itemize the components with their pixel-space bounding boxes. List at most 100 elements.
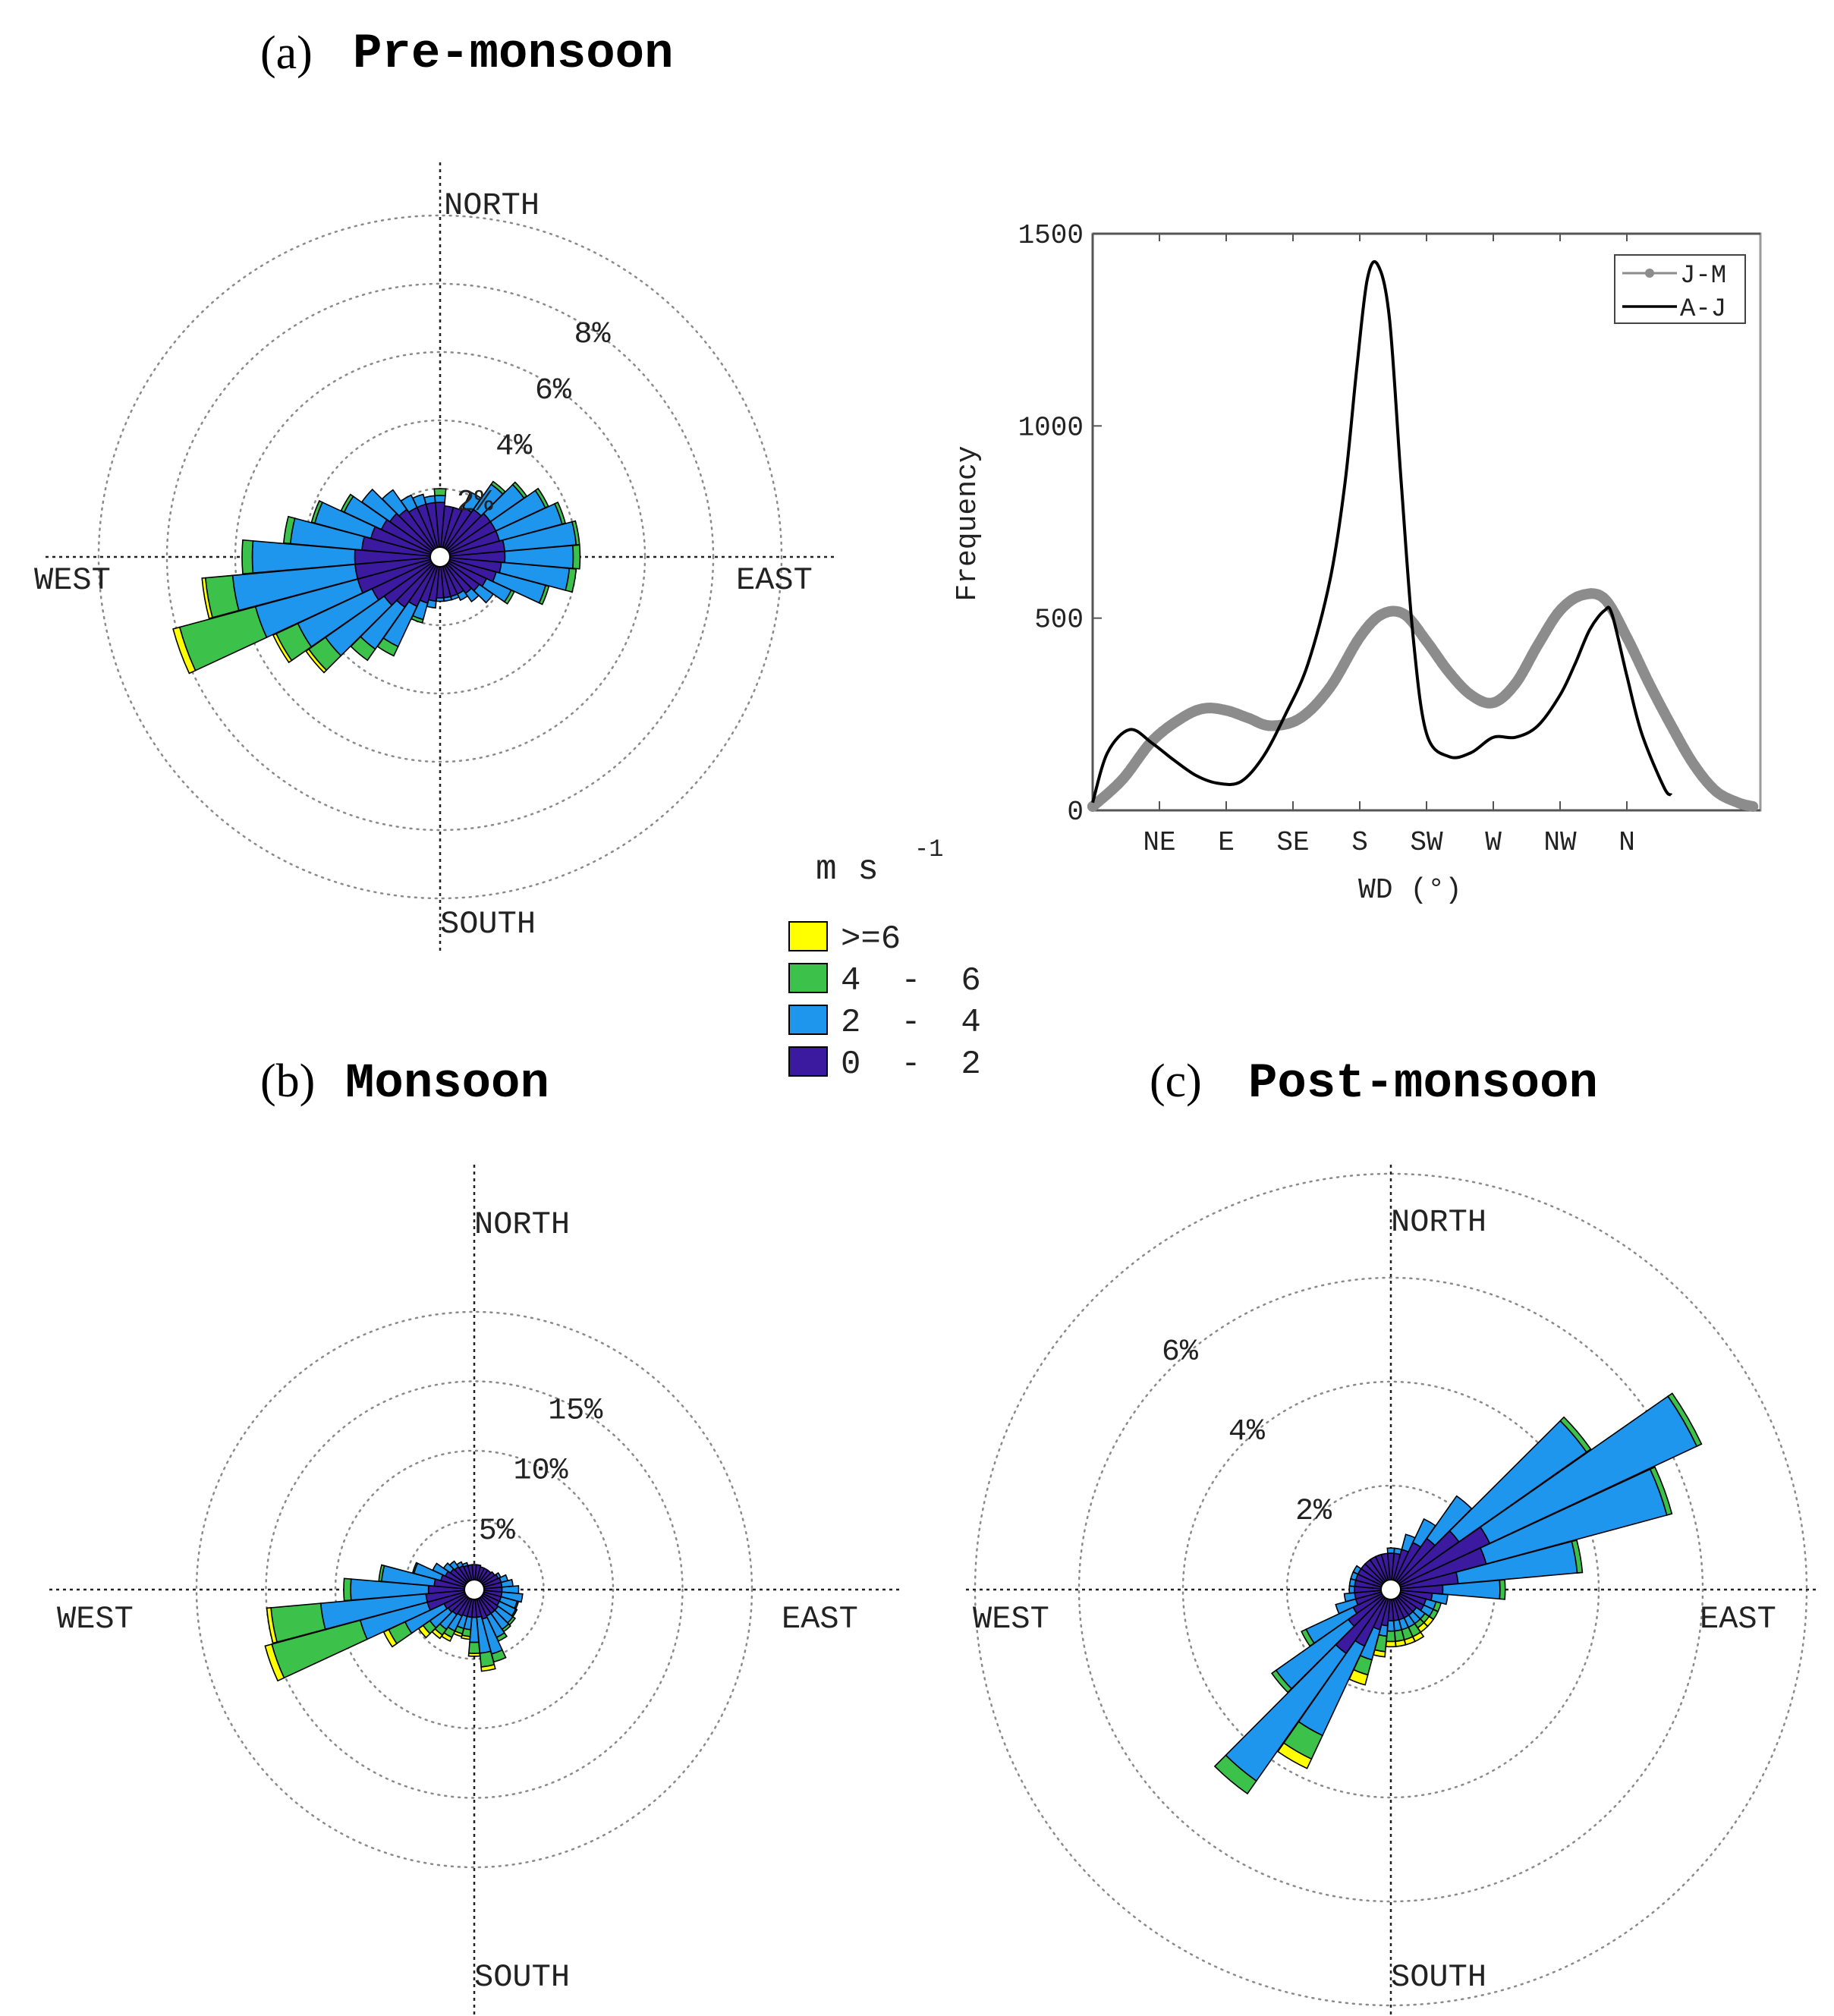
ring-2 bbox=[234, 351, 646, 763]
sector-bar-300-bin-1 bbox=[432, 1562, 449, 1577]
sector-bar-70-bin-2 bbox=[1649, 1466, 1673, 1516]
direction-south-a: SOUTH bbox=[440, 906, 536, 942]
direction-east-a: EAST bbox=[736, 562, 813, 599]
direction-south-b: SOUTH bbox=[474, 1959, 570, 1996]
ring-label-3: 8% bbox=[574, 318, 611, 352]
x-tick-label-0: NE bbox=[1143, 827, 1175, 858]
legend-swatch-3 bbox=[788, 1046, 828, 1077]
x-tick-label-2: SE bbox=[1276, 827, 1309, 858]
sector-bar-320-bin-1 bbox=[448, 1560, 460, 1571]
legend-unit: m s bbox=[816, 850, 879, 889]
panel-label-a: (a) bbox=[260, 27, 313, 79]
sector-bar-220-bin-2 bbox=[1213, 1754, 1257, 1795]
ring-label-2: 15% bbox=[548, 1394, 603, 1428]
sector-bar-170-bin-3 bbox=[480, 1664, 496, 1672]
sector-bar-290-bin-2 bbox=[310, 500, 323, 524]
sector-bar-170-bin-3 bbox=[1395, 1639, 1407, 1647]
y-tick-label-3: 1500 bbox=[1018, 220, 1084, 251]
sector-bar-250-bin-1 bbox=[1335, 1598, 1359, 1615]
sector-bar-140-bin-1 bbox=[464, 587, 480, 603]
sector-bar-130-bin-1 bbox=[473, 583, 495, 604]
direction-south-c: SOUTH bbox=[1391, 1959, 1486, 1996]
ring-1 bbox=[1181, 1380, 1600, 1799]
ring-2 bbox=[265, 1380, 684, 1799]
sector-bar-270-bin-2 bbox=[343, 1577, 352, 1602]
sector-bar-260-bin-3 bbox=[201, 577, 213, 619]
x-tick-label-7: N bbox=[1619, 827, 1635, 858]
direction-north-c: NORTH bbox=[1391, 1204, 1486, 1241]
legend-label-3: 0 - 2 bbox=[841, 1046, 981, 1083]
sector-bar-180-bin-1 bbox=[436, 596, 445, 602]
sector-bar-60-bin-2 bbox=[1667, 1392, 1703, 1448]
series-jm-marker bbox=[1741, 800, 1753, 811]
sector-bar-180-bin-2 bbox=[467, 1641, 481, 1654]
y-tick-label-2: 1000 bbox=[1018, 412, 1084, 443]
sector-bar-290-bin-2 bbox=[411, 1562, 419, 1574]
sector-bar-210-bin-3 bbox=[1276, 1742, 1313, 1769]
ring-4 bbox=[97, 214, 783, 900]
sector-bar-260-bin-3 bbox=[266, 1607, 278, 1644]
sector-bar-100-bin-2 bbox=[565, 568, 577, 593]
wind-rose-pre-monsoon: (a) Pre-monsoon 2%4%6%8% NORTH SOUTH EAS… bbox=[34, 27, 835, 951]
sector-bar-180-bin-3 bbox=[467, 1653, 481, 1657]
ring-3 bbox=[165, 282, 715, 832]
sector-bar-110-bin-2 bbox=[538, 584, 550, 605]
calm-center-c bbox=[1380, 1579, 1401, 1600]
sector-bar-0-bin-1 bbox=[1386, 1547, 1395, 1555]
x-axis-label: WD (°) bbox=[1358, 874, 1462, 907]
sector-bar-100-bin-1 bbox=[1430, 1593, 1449, 1606]
direction-west-b: WEST bbox=[57, 1601, 134, 1637]
line-legend-box bbox=[1614, 254, 1746, 324]
direction-west-a: WEST bbox=[34, 562, 111, 599]
sector-bar-150-bin-1 bbox=[456, 590, 469, 602]
x-tick-label-4: SW bbox=[1410, 827, 1443, 858]
ring-label-2: 6% bbox=[535, 374, 572, 408]
direction-west-c: WEST bbox=[973, 1601, 1049, 1637]
legend-label-2: 2 - 4 bbox=[841, 1004, 981, 1042]
legend-swatch-1 bbox=[788, 963, 828, 993]
ring-2 bbox=[1077, 1276, 1704, 1903]
sector-bar-180-bin-2 bbox=[1386, 1630, 1396, 1643]
legend-label-aj: A-J bbox=[1680, 295, 1726, 324]
title-post-monsoon: Post-monsoon bbox=[1248, 1057, 1598, 1112]
sector-bar-90-bin-2 bbox=[1499, 1579, 1506, 1600]
sector-bar-330-bin-1 bbox=[455, 1561, 464, 1569]
sector-bar-320-bin-1 bbox=[381, 489, 408, 517]
ring-label-1: 4% bbox=[1228, 1415, 1266, 1449]
ring-label-1: 4% bbox=[495, 430, 533, 464]
direction-east-b: EAST bbox=[782, 1601, 858, 1637]
direction-north-b: NORTH bbox=[474, 1206, 570, 1243]
ring-label-2: 6% bbox=[1162, 1335, 1199, 1370]
line-legend: J-M A-J bbox=[1614, 254, 1746, 324]
y-tick-label-0: 0 bbox=[1067, 797, 1084, 828]
sector-bar-270-bin-2 bbox=[241, 539, 254, 575]
sector-bar-300-bin-1 bbox=[1352, 1565, 1362, 1575]
sector-bar-190-bin-3 bbox=[461, 1634, 471, 1640]
calm-center-b bbox=[464, 1579, 485, 1600]
ring-label-0: 2% bbox=[1295, 1495, 1332, 1529]
sector-bar-250-bin-2 bbox=[178, 605, 268, 671]
sector-bar-340-bin-1 bbox=[461, 1562, 469, 1568]
sector-bar-300-bin-2 bbox=[340, 493, 354, 513]
legend-unit-exponent: -1 bbox=[914, 835, 943, 863]
y-axis-label: Frequency bbox=[952, 445, 984, 601]
sector-bar-260-bin-1 bbox=[1343, 1592, 1357, 1602]
legend-swatch-0 bbox=[788, 921, 828, 951]
legend-label-0: >=6 bbox=[841, 920, 901, 958]
calm-center-a bbox=[429, 546, 451, 568]
wind-direction-frequency-chart: 0 500 1000 1500 NE E SE S SW W NW N WD (°) Frequenc… bbox=[952, 220, 1762, 907]
ring-1 bbox=[334, 1449, 615, 1730]
series-aj-line bbox=[1091, 259, 1673, 804]
sector-bar-230-bin-2 bbox=[1270, 1669, 1293, 1694]
sector-bar-80-bin-2 bbox=[1571, 1539, 1584, 1574]
ring-label-1: 10% bbox=[514, 1455, 569, 1489]
direction-east-c: EAST bbox=[1700, 1601, 1776, 1637]
sector-bar-180-bin-3 bbox=[1385, 1640, 1397, 1648]
sector-bar-240-bin-3 bbox=[272, 633, 293, 664]
title-monsoon: Monsoon bbox=[345, 1057, 549, 1112]
wind-rose-monsoon: (b) Monsoon 5% 10% 15% NORTH SOUTH EAST WE… bbox=[49, 1055, 899, 2014]
sector-bar-270-bin-1 bbox=[1348, 1585, 1356, 1594]
sector-bar-310-bin-1 bbox=[360, 488, 398, 523]
ring-label-0: 2% bbox=[457, 486, 494, 520]
sector-bar-340-bin-1 bbox=[411, 493, 427, 508]
